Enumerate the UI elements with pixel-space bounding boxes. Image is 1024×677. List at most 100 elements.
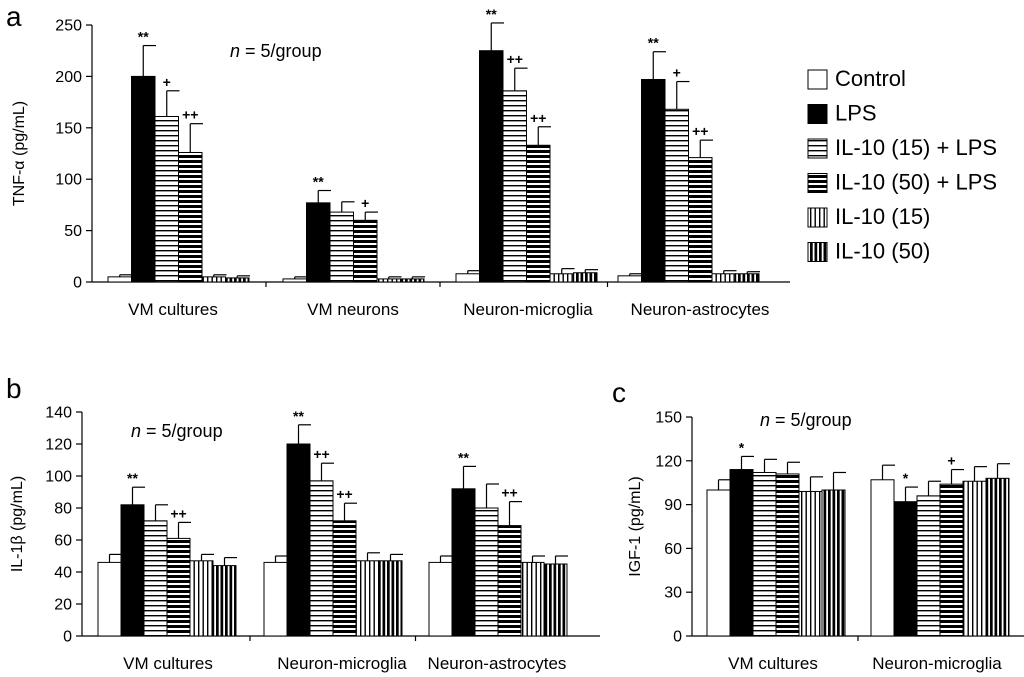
sample-size-annotation: n = 5/group bbox=[131, 421, 223, 441]
bar-lps-neuron-microglia bbox=[893, 501, 918, 637]
bar-il-10-50-lps-vm-neurons bbox=[353, 219, 378, 283]
significance-mark: ** bbox=[138, 29, 149, 45]
legend-label-il10_50_lps: IL-10 (50) + LPS bbox=[835, 170, 997, 195]
y-tick-label: 120 bbox=[45, 437, 72, 454]
category-label-neuron-microglia: Neuron-microglia bbox=[277, 654, 407, 673]
bar-il-10-50-neuron-microglia bbox=[378, 560, 403, 637]
legend-swatch-il10_15_lps bbox=[807, 138, 828, 159]
panel-letter: a bbox=[6, 1, 22, 32]
y-tick-label: 60 bbox=[54, 533, 72, 550]
y-tick-label: 150 bbox=[55, 120, 82, 137]
bar-il-10-50-neuron-astrocytes bbox=[735, 273, 760, 283]
bar-il-10-15-lps-neuron-microglia bbox=[916, 495, 941, 637]
significance-mark: ** bbox=[486, 6, 497, 22]
significance-mark: + bbox=[673, 65, 681, 81]
bar-lps-vm-cultures bbox=[729, 469, 754, 637]
category-label-neuron-astrocytes: Neuron-astrocytes bbox=[631, 300, 770, 319]
significance-mark: ** bbox=[127, 470, 138, 486]
y-axis-label: TNF-α (pg/mL) bbox=[11, 101, 28, 206]
significance-mark: * bbox=[739, 439, 745, 455]
legend-swatch-il10_50_lps bbox=[807, 173, 828, 193]
legend-label-il10_15: IL-10 (15) bbox=[835, 204, 930, 229]
bar-il-10-50-lps-neuron-astrocytes bbox=[497, 525, 522, 637]
significance-mark: * bbox=[903, 470, 909, 486]
significance-mark: + bbox=[361, 195, 369, 211]
significance-mark: + bbox=[947, 453, 955, 469]
bar-il-10-50-lps-neuron-astrocytes bbox=[688, 157, 713, 283]
y-tick-label: 140 bbox=[45, 405, 72, 422]
significance-mark: ++ bbox=[313, 446, 329, 462]
legend-label-lps: LPS bbox=[835, 101, 877, 126]
legend-swatch-il10_50 bbox=[807, 242, 828, 262]
annotation-italic: n bbox=[230, 41, 240, 61]
bar-il-10-50-neuron-microglia bbox=[573, 272, 598, 283]
bar-il-10-50-lps-vm-cultures bbox=[166, 537, 191, 637]
annotation-rest: = 5/group bbox=[141, 421, 223, 441]
bar-il-10-15-neuron-microglia bbox=[549, 273, 574, 283]
bar-control-neuron-astrocytes bbox=[428, 561, 453, 637]
bar-il-10-15-lps-neuron-microglia bbox=[502, 90, 527, 283]
significance-mark: ++ bbox=[530, 110, 546, 126]
bar-control-vm-cultures bbox=[107, 276, 132, 283]
annotation-rest: = 5/group bbox=[770, 410, 852, 430]
bar-control-neuron-microglia bbox=[455, 273, 480, 283]
y-tick-label: 40 bbox=[54, 565, 72, 582]
bar-lps-vm-neurons bbox=[306, 202, 331, 283]
sample-size-annotation: n = 5/group bbox=[760, 410, 852, 430]
bar-il-10-50-vm-cultures bbox=[225, 277, 250, 283]
bar-il-10-50-lps-neuron-microglia bbox=[332, 520, 357, 637]
y-tick-label: 60 bbox=[664, 541, 682, 558]
significance-mark: ** bbox=[313, 174, 324, 190]
bar-il-10-15-vm-cultures bbox=[201, 276, 226, 283]
bar-il-10-15-vm-neurons bbox=[376, 278, 401, 283]
legend-swatch-control bbox=[807, 69, 828, 90]
category-label-neuron-astrocytes: Neuron-astrocytes bbox=[428, 654, 567, 673]
significance-mark: ++ bbox=[507, 51, 523, 67]
significance-mark: ++ bbox=[501, 485, 517, 501]
bar-lps-neuron-astrocytes bbox=[641, 78, 666, 283]
annotation-italic: n bbox=[760, 410, 770, 430]
y-tick-label: 0 bbox=[73, 275, 82, 292]
bar-il-10-50-vm-cultures bbox=[212, 565, 237, 637]
bar-lps-neuron-astrocytes bbox=[451, 488, 476, 637]
bar-il-10-50-vm-cultures bbox=[821, 489, 846, 637]
legend: Control LPS IL-10 (15) + LPS IL-10 (50) + L… bbox=[807, 66, 997, 264]
bar-il-10-15-lps-vm-neurons bbox=[329, 211, 354, 283]
bar-il-10-15-neuron-astrocytes bbox=[520, 561, 545, 637]
bar-control-vm-neurons bbox=[282, 278, 307, 283]
chart-panel-b: b 0 20 40 60 80 100 120 140 IL-1β (pg/mL) VM cultu… bbox=[6, 373, 600, 673]
bar-il-10-50-vm-neurons bbox=[400, 278, 425, 283]
bar-il-10-15-lps-vm-cultures bbox=[752, 471, 777, 637]
bar-il-10-15-lps-vm-cultures bbox=[154, 115, 179, 283]
bar-il-10-15-neuron-microglia bbox=[355, 560, 380, 637]
significance-mark: ** bbox=[458, 449, 469, 465]
bar-il-10-50-neuron-microglia bbox=[985, 477, 1010, 637]
significance-mark: ** bbox=[648, 35, 659, 51]
bar-il-10-15-neuron-astrocytes bbox=[711, 273, 736, 283]
legend-swatch-il10_15 bbox=[807, 207, 828, 228]
category-label-vm-cultures: VM cultures bbox=[728, 654, 818, 673]
bar-il-10-50-lps-vm-cultures bbox=[775, 473, 800, 637]
bar-il-10-15-lps-vm-cultures bbox=[143, 520, 168, 637]
y-tick-label: 0 bbox=[63, 629, 72, 646]
y-tick-label: 100 bbox=[55, 172, 82, 189]
y-tick-label: 80 bbox=[54, 501, 72, 518]
bar-il-10-50-neuron-astrocytes bbox=[543, 563, 568, 637]
y-axis-label: IGF-1 (pg/mL) bbox=[627, 476, 644, 576]
bar-control-vm-cultures bbox=[706, 489, 731, 637]
y-tick-label: 120 bbox=[655, 453, 682, 470]
y-tick-label: 50 bbox=[64, 223, 82, 240]
bar-lps-vm-cultures bbox=[120, 504, 145, 637]
sample-size-annotation: n = 5/group bbox=[230, 41, 322, 61]
significance-mark: ** bbox=[293, 408, 304, 424]
y-tick-label: 0 bbox=[673, 629, 682, 646]
legend-swatch-lps bbox=[807, 104, 828, 124]
y-tick-label: 100 bbox=[45, 469, 72, 486]
category-label-vm-cultures: VM cultures bbox=[123, 654, 213, 673]
significance-mark: ++ bbox=[182, 107, 198, 123]
y-tick-label: 200 bbox=[55, 69, 82, 86]
category-label-neuron-microglia: Neuron-microglia bbox=[463, 300, 593, 319]
panel-letter: b bbox=[6, 373, 22, 404]
bar-il-10-15-vm-cultures bbox=[189, 560, 214, 637]
